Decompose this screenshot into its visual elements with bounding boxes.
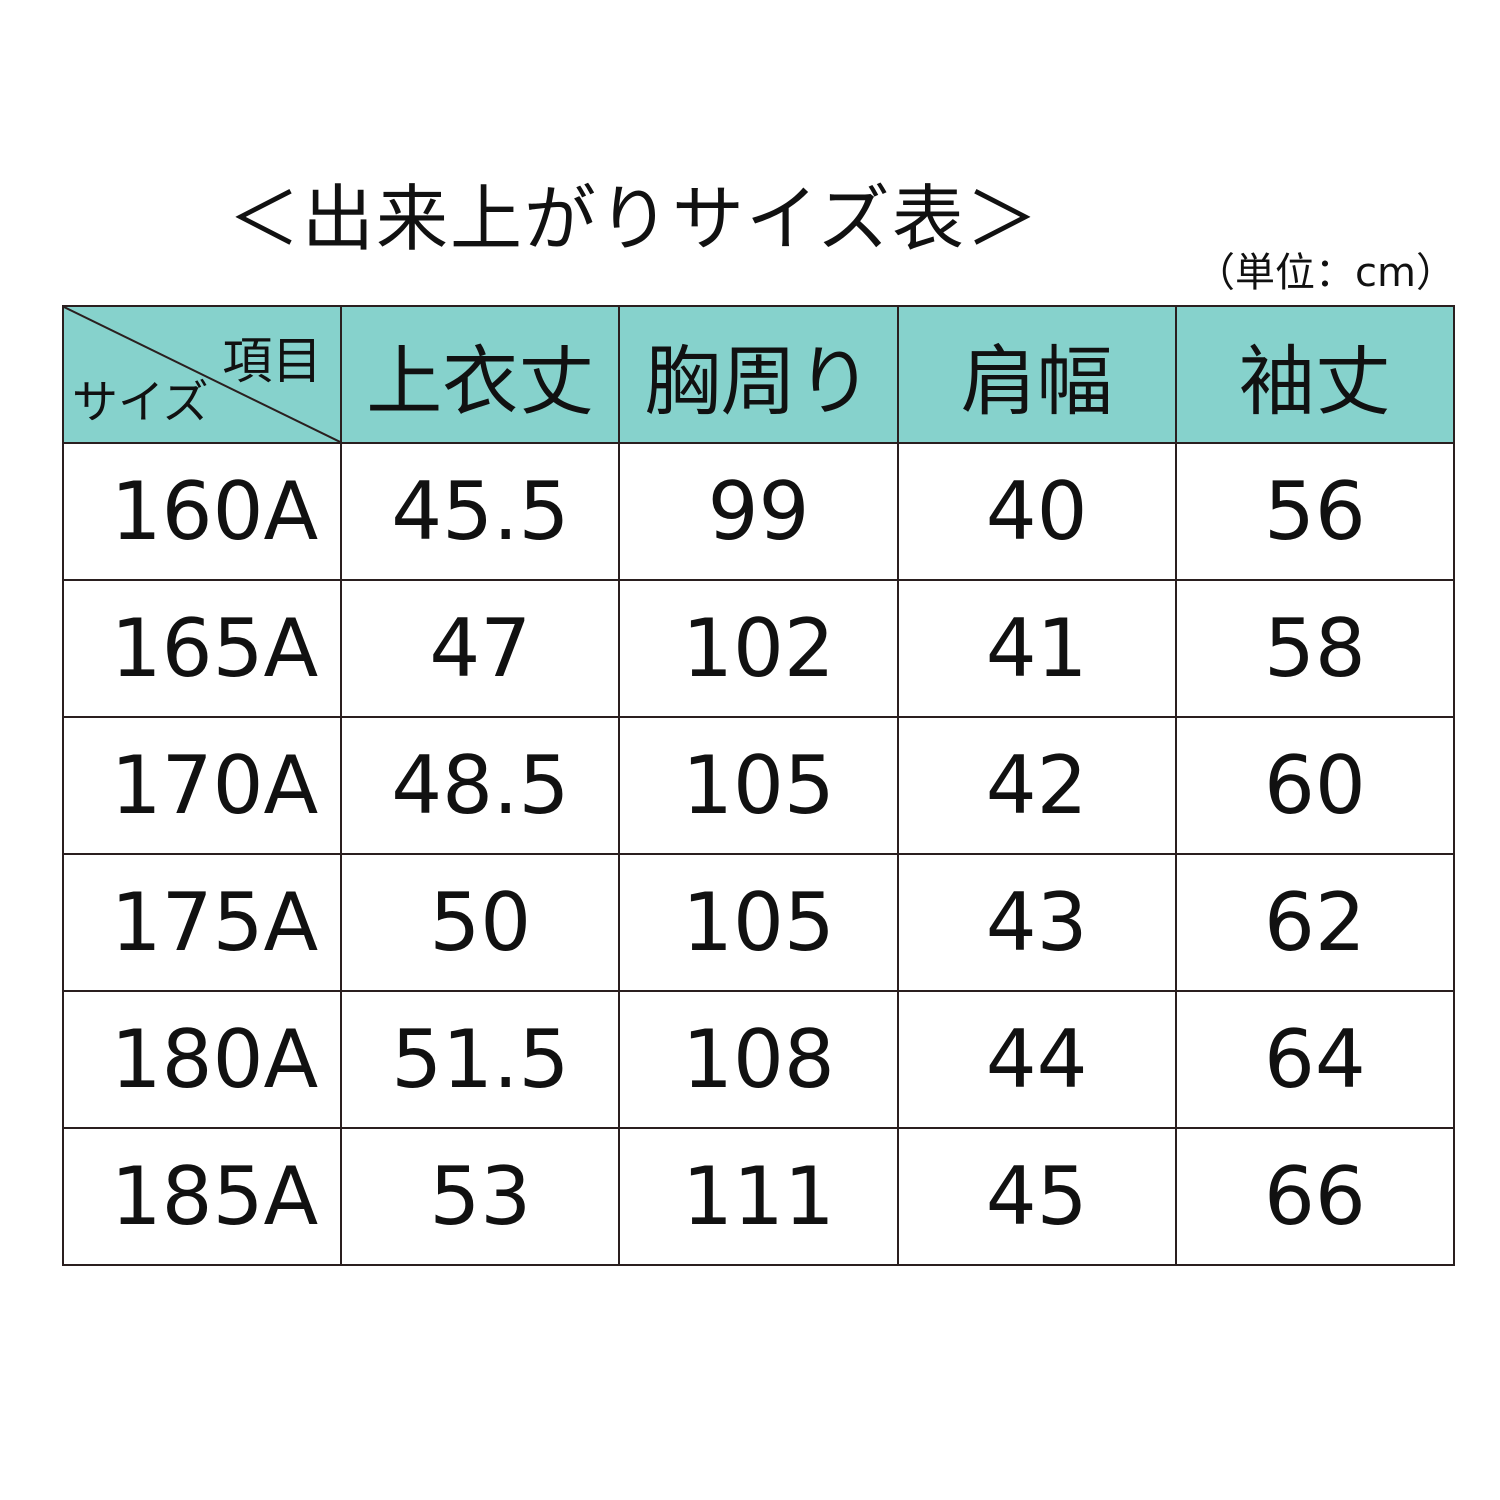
value-cell: 47 <box>340 579 621 718</box>
table-row: 180A 51.5 108 44 64 <box>61 990 1456 1129</box>
value-cell: 60 <box>1174 716 1456 855</box>
table-row: 185A 53 111 45 66 <box>61 1127 1456 1266</box>
value-cell: 66 <box>1174 1127 1456 1266</box>
unit-label: （単位：cm） <box>1195 250 1456 296</box>
size-table: 項目 サイズ 上衣丈 胸周り 肩幅 袖丈 160A 45.5 99 40 56 165A 4… <box>61 305 1456 1266</box>
value-cell: 102 <box>618 579 899 718</box>
value-cell: 53 <box>340 1127 621 1266</box>
size-cell: 160A <box>61 442 343 581</box>
value-cell: 58 <box>1174 579 1456 718</box>
value-cell: 62 <box>1174 853 1456 992</box>
size-cell: 180A <box>61 990 343 1129</box>
table-row: 160A 45.5 99 40 56 <box>61 442 1456 581</box>
table-row: 175A 50 105 43 62 <box>61 853 1456 992</box>
table-row: 165A 47 102 41 58 <box>61 579 1456 718</box>
value-cell: 111 <box>618 1127 899 1266</box>
value-cell: 48.5 <box>340 716 621 855</box>
value-cell: 99 <box>618 442 899 581</box>
value-cell: 105 <box>618 716 899 855</box>
value-cell: 44 <box>896 990 1177 1129</box>
page-title: ＜出来上がりサイズ表＞ <box>228 177 1040 261</box>
size-cell: 185A <box>61 1127 343 1266</box>
size-cell: 175A <box>61 853 343 992</box>
value-cell: 42 <box>896 716 1177 855</box>
value-cell: 50 <box>340 853 621 992</box>
column-header: 肩幅 <box>896 305 1177 444</box>
value-cell: 41 <box>896 579 1177 718</box>
value-cell: 56 <box>1174 442 1456 581</box>
value-cell: 45 <box>896 1127 1177 1266</box>
table-row: 170A 48.5 105 42 60 <box>61 716 1456 855</box>
column-header: 胸周り <box>618 305 899 444</box>
value-cell: 45.5 <box>340 442 621 581</box>
size-cell: 170A <box>61 716 343 855</box>
value-cell: 105 <box>618 853 899 992</box>
value-cell: 108 <box>618 990 899 1129</box>
column-header: 上衣丈 <box>340 305 621 444</box>
value-cell: 51.5 <box>340 990 621 1129</box>
corner-item-label: 項目 <box>222 332 323 390</box>
header-row: 項目 サイズ 上衣丈 胸周り 肩幅 袖丈 <box>61 305 1456 444</box>
value-cell: 43 <box>896 853 1177 992</box>
column-header: 袖丈 <box>1174 305 1456 444</box>
value-cell: 40 <box>896 442 1177 581</box>
value-cell: 64 <box>1174 990 1456 1129</box>
diagonal-divider <box>64 307 340 442</box>
corner-header-cell: 項目 サイズ <box>61 305 343 444</box>
corner-size-label: サイズ <box>72 375 209 429</box>
size-cell: 165A <box>61 579 343 718</box>
